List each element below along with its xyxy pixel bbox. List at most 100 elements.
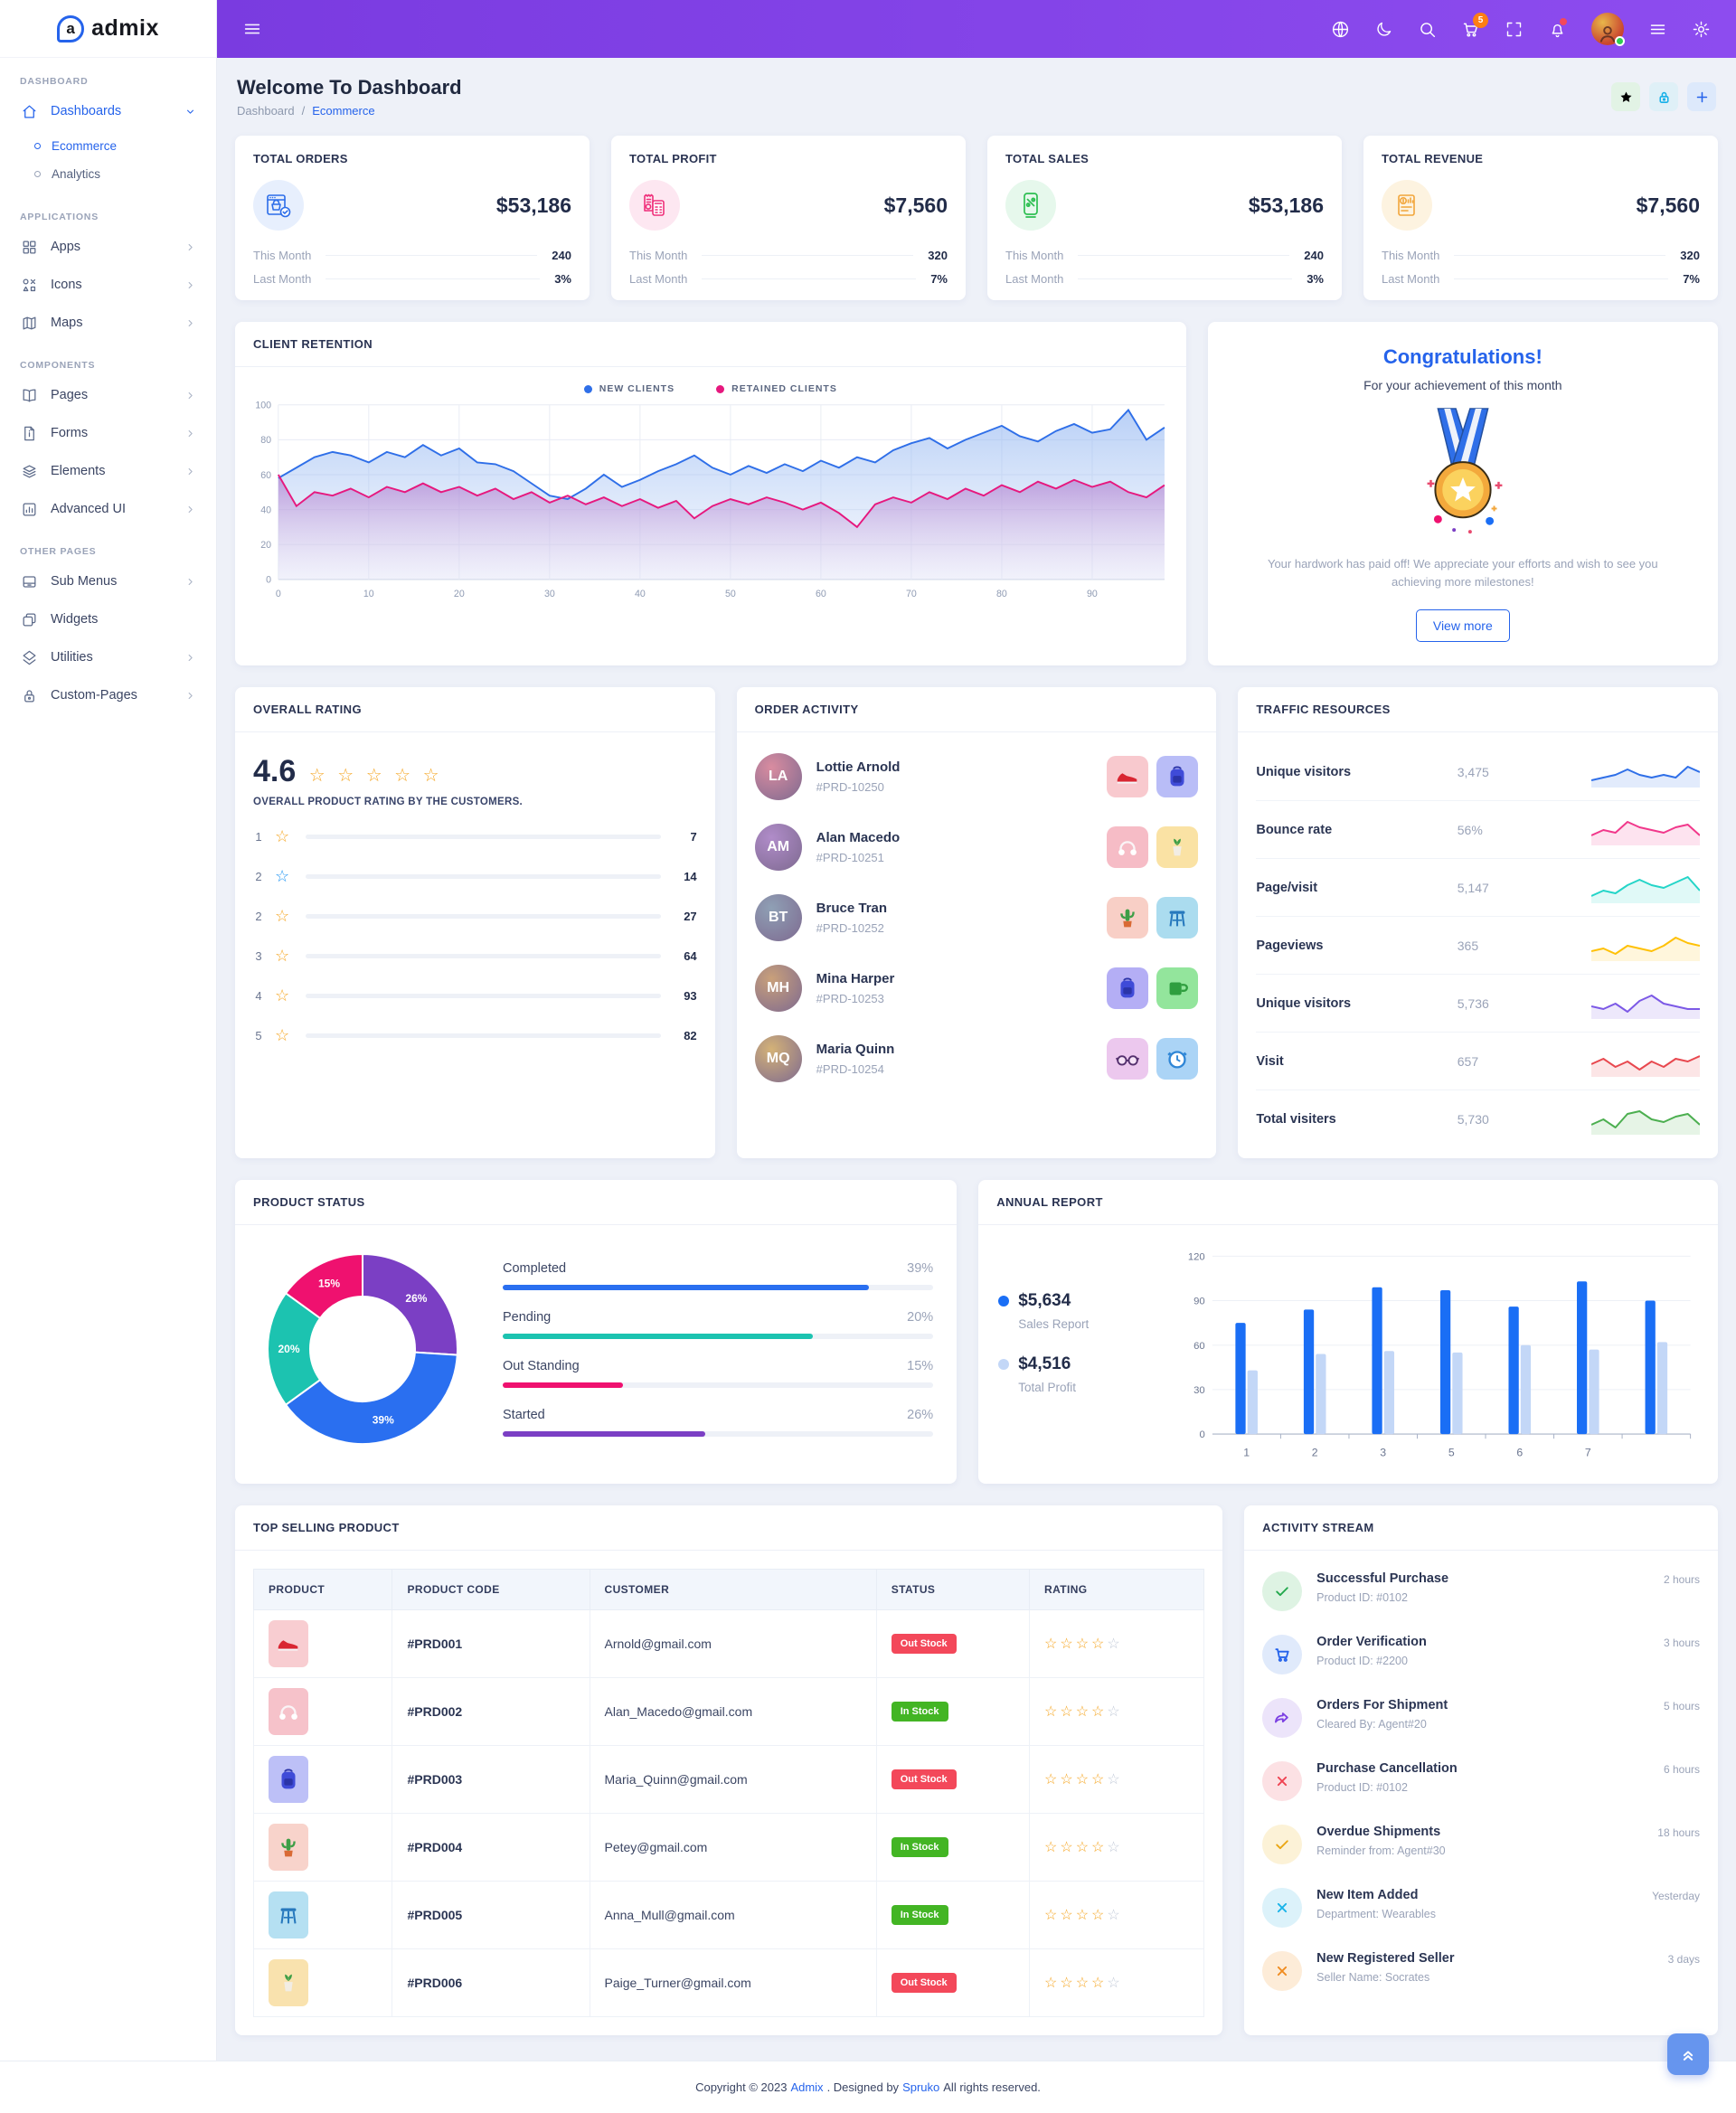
status-badge: Out Stock [891,1634,957,1655]
traffic-sparkline [1591,755,1701,789]
bell-icon[interactable] [1548,17,1567,39]
rating-row: 3 ☆ 64 [255,947,697,966]
sidebar-item-widgets[interactable]: Widgets [0,600,216,638]
sidebar-item-pages[interactable]: Pages [0,376,216,414]
search-icon[interactable] [1418,20,1437,39]
congrats-subtitle: For your achievement of this month [1363,378,1562,392]
avatar: MQ [754,1035,802,1083]
scroll-to-top-button[interactable] [1667,2033,1709,2076]
sidebar-item-label: Elements [51,464,106,478]
avatar: BT [754,894,802,942]
table-column-header[interactable]: PRODUCT CODE [392,1569,590,1611]
sidebar-item-icons[interactable]: Icons [0,266,216,304]
avatar: LA [754,753,802,801]
rating-row: 2 ☆ 14 [255,867,697,886]
stats-row: TOTAL ORDERS $53,186 This Month 240 Last Mon… [235,136,1718,300]
orders-icon [253,180,304,231]
sidebar-subitem-label: Analytics [52,167,101,181]
breadcrumb-home[interactable]: Dashboard [237,104,295,118]
traffic-row: Unique visitors 5,736 [1256,975,1701,1033]
sidebar-item-apps[interactable]: Apps [0,228,216,266]
sidebar-item-label: Sub Menus [51,574,118,589]
footer-brand-link[interactable]: Admix [790,2080,824,2095]
activity-item: New Registered Seller Seller Name: Socrat… [1262,1939,1700,2003]
backpack-thumbnail [1156,756,1199,798]
rating-stars: ☆☆☆☆☆ [1044,1637,1123,1653]
congrats-title: Congratulations! [1382,345,1543,368]
sidebar-subitem-analytics[interactable]: Analytics [34,160,216,188]
globe-icon[interactable] [1331,20,1350,39]
stat-title: TOTAL PROFIT [629,152,717,165]
star-icon: ☆ [275,907,290,926]
plus-button[interactable] [1687,82,1716,111]
activity-subtitle: Product ID: #0102 [1316,1781,1408,1795]
sidebar-item-label: Utilities [51,650,93,665]
chevron-right-icon [184,576,196,588]
legend-item: NEW CLIENTS [583,383,675,394]
table-column-header[interactable]: CUSTOMER [589,1569,877,1611]
traffic-sparkline [1591,813,1701,847]
sidebar-item-advanced-ui[interactable]: Advanced UI [0,490,216,528]
sidebar-item-maps[interactable]: Maps [0,304,216,342]
bullet-icon [34,171,41,177]
sidebar-item-custom-pages[interactable]: Custom-Pages [0,676,216,714]
top-selling-table: PRODUCT PRODUCT CODE CUSTOMER STATUS RATING #… [252,1569,1205,2018]
svg-text:120: 120 [1188,1252,1205,1263]
client-retention-card: CLIENT RETENTION NEW CLIENTS RETAINED CLI… [235,322,1186,666]
breadcrumb-current[interactable]: Ecommerce [312,104,375,118]
menu-icon[interactable] [1648,20,1667,39]
svg-text:20%: 20% [278,1343,299,1355]
product-code: #PRD002 [392,1677,590,1747]
map-icon [20,314,38,332]
table-column-header[interactable]: PRODUCT [252,1569,393,1611]
order-activity-row: AM Alan Macedo #PRD-10251 [754,812,1199,882]
avatar: AM [754,824,802,872]
footer-designer-link[interactable]: Spruko [902,2080,940,2095]
fullscreen-icon[interactable] [1505,20,1524,39]
order-activity-row: LA Lottie Arnold #PRD-10250 [754,741,1199,812]
sidebar-item-utilities[interactable]: Utilities [0,638,216,676]
annual-legend-item: $5,634 Sales Report [998,1291,1170,1331]
stat-value: $7,560 [1636,193,1700,217]
gear-icon[interactable] [1692,20,1711,39]
moon-icon[interactable] [1374,20,1393,39]
rating-caption: OVERALL PRODUCT RATING BY THE CUSTOMERS. [253,797,524,808]
activity-title: New Item Added [1316,1888,1419,1903]
footer-suffix: All rights reserved. [943,2080,1041,2095]
svg-text:80: 80 [996,589,1007,599]
traffic-row: Total visiters 5,730 [1256,1090,1701,1147]
cart-icon[interactable]: 5 [1461,12,1488,39]
sidebar-toggle-button[interactable] [242,19,262,39]
sidebar-subitem-ecommerce[interactable]: Ecommerce [34,132,216,160]
status-badge: In Stock [891,1837,948,1858]
icons-icon [20,276,38,294]
view-more-button[interactable]: View more [1415,609,1510,643]
share-icon [1262,1698,1303,1739]
stat-title: TOTAL REVENUE [1382,152,1484,165]
sidebar-item-elements[interactable]: Elements [0,452,216,490]
product-code: #PRD001 [392,1609,590,1679]
activity-title: Orders For Shipment [1316,1698,1448,1713]
logo-icon: a [57,14,85,42]
star-button[interactable] [1611,82,1640,111]
svg-text:20: 20 [260,540,271,551]
table-column-header[interactable]: RATING [1029,1569,1205,1611]
activity-stream-title: ACTIVITY STREAM [1244,1505,1718,1552]
sidebar-item-label: Dashboards [51,104,122,118]
book-icon [20,386,38,404]
footer: Copyright © 2023 Admix. Designed by Spru… [0,2061,1736,2113]
lock-button[interactable] [1649,82,1678,111]
activity-time: 6 hours [1663,1763,1700,1777]
sidebar-item-sub-menus[interactable]: Sub Menus [0,562,216,600]
sidebar-item-forms[interactable]: Forms [0,414,216,452]
product-status-title: PRODUCT STATUS [235,1180,958,1226]
rating-rows: 1 ☆ 7 2 ☆ 14 2 ☆ 27 3 ☆ 64 4 ☆ 93 5 ☆ 82 [253,827,697,1045]
annual-report-chart: 0 30 60 90 120 1 2 3 5 6 7 [1179,1243,1698,1466]
user-avatar[interactable] [1591,13,1625,46]
traffic-label: Bounce rate [1256,822,1333,837]
close-icon [1262,1761,1303,1802]
table-column-header[interactable]: STATUS [875,1569,1031,1611]
sidebar-nav: DASHBOARD Dashboards Ecommerce Analytics APP… [0,58,216,714]
app-logo[interactable]: a admix [0,0,216,58]
sidebar-item-dashboards[interactable]: Dashboards [0,92,216,130]
